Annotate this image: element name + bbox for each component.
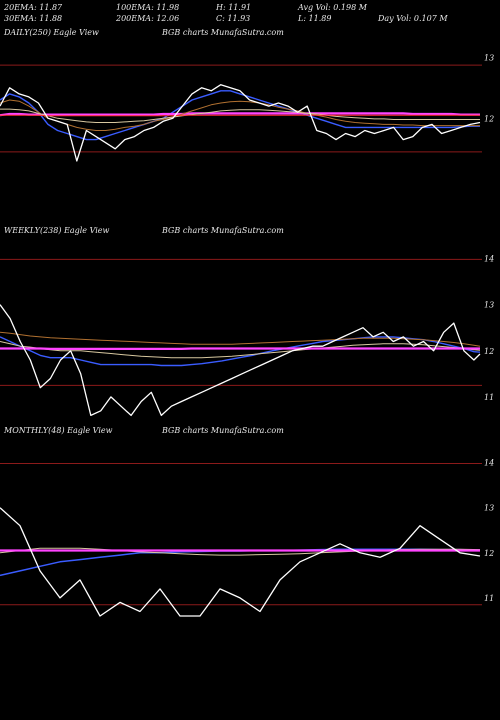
weekly-price-line bbox=[0, 304, 481, 417]
monthly-y-tick-label: 13 bbox=[484, 504, 494, 513]
daily-ema100-line bbox=[0, 108, 480, 123]
header-ema20: 20EMA: 11.87 bbox=[4, 3, 63, 12]
daily-ema20-line bbox=[0, 90, 480, 141]
header-ema100: 100EMA: 11.98 bbox=[116, 3, 180, 12]
header-day-vol: Day Vol: 0.107 M bbox=[378, 14, 448, 23]
monthly-price-line bbox=[0, 507, 481, 617]
weekly-y-tick-label: 13 bbox=[484, 301, 494, 310]
weekly-y-tick-label: 11 bbox=[484, 393, 494, 402]
weekly-ema100-line bbox=[0, 341, 481, 359]
daily-price-line bbox=[0, 84, 481, 162]
header-high: H: 11.91 bbox=[216, 3, 252, 12]
monthly-panel-subtitle: BGB charts MunafaSutra.com bbox=[162, 426, 284, 435]
weekly-ema30-line bbox=[0, 331, 481, 347]
header-avg-vol: Avg Vol: 0.198 M bbox=[298, 3, 367, 12]
monthly-y-tick-label: 14 bbox=[484, 459, 494, 468]
daily-ema-red-line bbox=[0, 114, 480, 117]
daily-y-tick-label: 13 bbox=[484, 53, 494, 62]
monthly-y-tick-label: 12 bbox=[484, 549, 494, 558]
weekly-panel-title: WEEKLY(238) Eagle View bbox=[4, 226, 110, 235]
monthly-panel-title: MONTHLY(48) Eagle View bbox=[4, 426, 113, 435]
header-low: L: 11.89 bbox=[298, 14, 332, 23]
daily-ema200-line bbox=[0, 112, 480, 117]
weekly-y-tick-label: 14 bbox=[484, 254, 494, 263]
header-ema30: 30EMA: 11.88 bbox=[4, 14, 63, 23]
weekly-panel-subtitle: BGB charts MunafaSutra.com bbox=[162, 226, 284, 235]
weekly-ema20-line bbox=[0, 336, 481, 367]
daily-y-tick-label: 12 bbox=[484, 114, 494, 123]
daily-panel-subtitle: BGB charts MunafaSutra.com bbox=[162, 28, 284, 37]
daily-panel-title: DAILY(250) Eagle View bbox=[4, 28, 99, 37]
header-close: C: 11.93 bbox=[216, 14, 251, 23]
monthly-y-tick-label: 11 bbox=[484, 594, 494, 603]
weekly-y-tick-label: 12 bbox=[484, 347, 494, 356]
header-ema200: 200EMA: 12.06 bbox=[116, 14, 180, 23]
daily-ema30-line bbox=[0, 99, 480, 131]
monthly-ema20-line bbox=[0, 548, 481, 577]
